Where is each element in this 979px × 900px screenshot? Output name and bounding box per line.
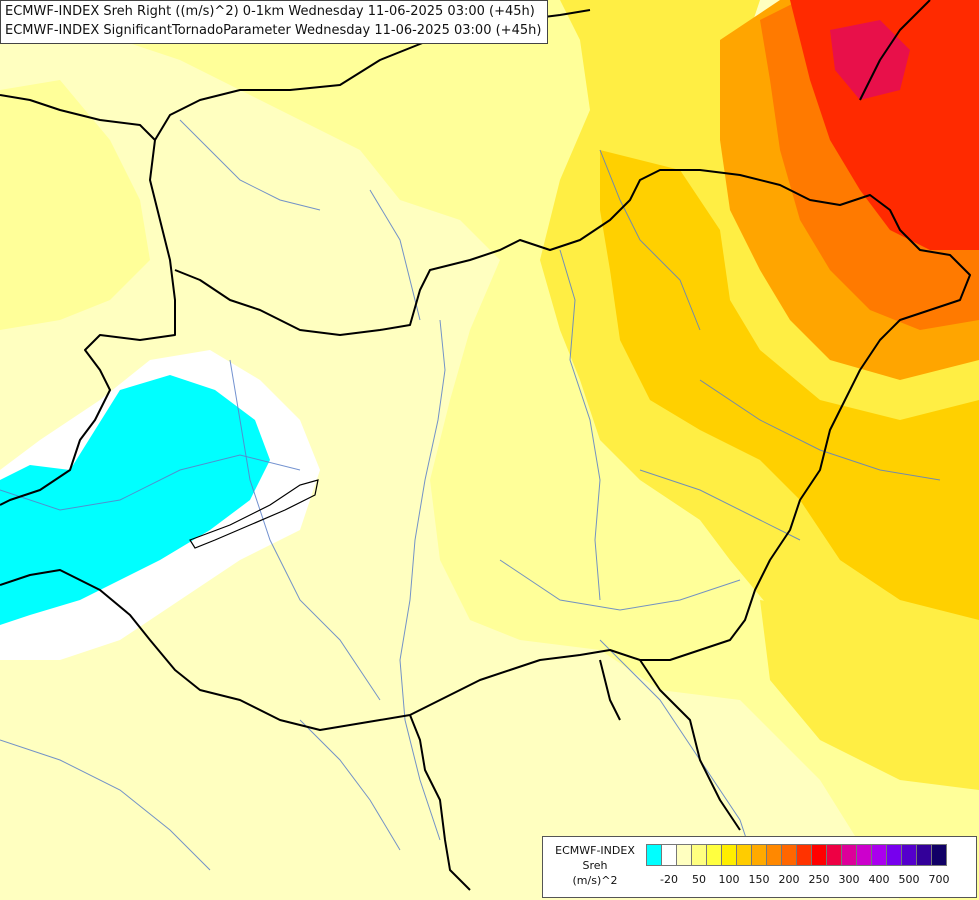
legend-swatch: [691, 844, 707, 866]
legend-tick-label: 50: [692, 873, 706, 886]
legend-tick-label: 250: [808, 873, 830, 886]
legend-tick-label: 500: [898, 873, 920, 886]
legend-tick-label: 700: [928, 873, 950, 886]
field-yellow-southeast: [760, 600, 979, 790]
color-legend: ECMWF-INDEX Sreh (m/s)^2 -20 50 100 150 200 2…: [542, 836, 977, 898]
legend-swatch: [781, 844, 797, 866]
legend-swatch: [871, 844, 887, 866]
legend-source: ECMWF-INDEX: [555, 844, 635, 857]
legend-swatch: [646, 844, 662, 866]
legend-swatch: [916, 844, 932, 866]
legend-swatch: [661, 844, 677, 866]
legend-swatches: [646, 844, 947, 866]
field-crimson: [830, 20, 910, 100]
legend-swatch: [931, 844, 947, 866]
legend-swatch: [751, 844, 767, 866]
legend-tick-label: -20: [660, 873, 678, 886]
title-line-2: ECMWF-INDEX SignificantTornadoParameter …: [5, 23, 542, 38]
legend-swatch: [796, 844, 812, 866]
lake-balaton: [189, 479, 319, 549]
legend-title: ECMWF-INDEX Sreh (m/s)^2: [547, 843, 643, 888]
field-gold: [600, 150, 979, 620]
legend-swatch: [676, 844, 692, 866]
legend-tick-label: 400: [868, 873, 890, 886]
legend-swatch: [901, 844, 917, 866]
legend-ticks: -20 50 100 150 200 250 300 400 500 700: [646, 873, 976, 891]
legend-swatch: [826, 844, 842, 866]
legend-swatch: [721, 844, 737, 866]
legend-swatch: [856, 844, 872, 866]
legend-tick-label: 200: [778, 873, 800, 886]
legend-swatch: [736, 844, 752, 866]
legend-swatch: [706, 844, 722, 866]
field-yellow-north: [60, 0, 979, 900]
legend-tick-label: 300: [838, 873, 860, 886]
legend-swatch: [886, 844, 902, 866]
field-cyan: [0, 375, 270, 625]
field-yellow-west: [0, 80, 150, 330]
title-line-1: ECMWF-INDEX Sreh Right ((m/s)^2) 0-1km W…: [5, 4, 535, 19]
legend-parameter: Sreh: [582, 859, 608, 872]
map-title: ECMWF-INDEX Sreh Right ((m/s)^2) 0-1km W…: [0, 0, 548, 44]
legend-swatch: [766, 844, 782, 866]
legend-unit: (m/s)^2: [572, 874, 618, 887]
legend-tick-label: 100: [718, 873, 740, 886]
legend-swatch: [811, 844, 827, 866]
legend-swatch: [841, 844, 857, 866]
legend-tick-label: 150: [748, 873, 770, 886]
